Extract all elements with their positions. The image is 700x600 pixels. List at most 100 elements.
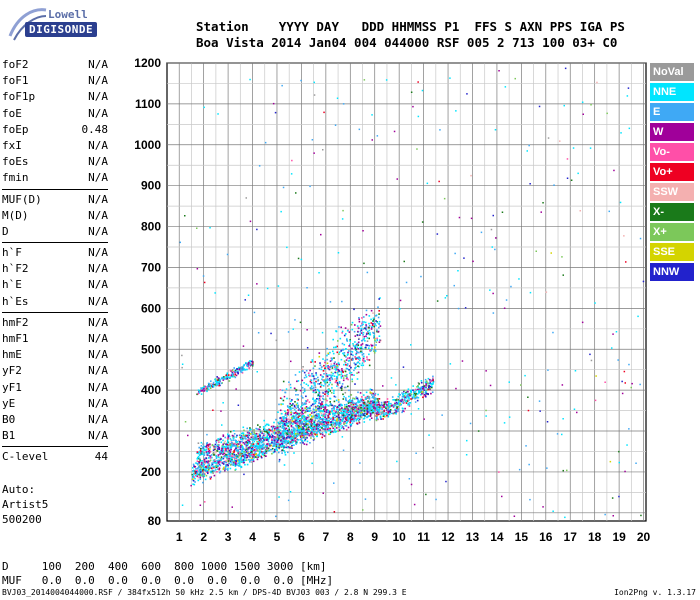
echo-point [410,390,412,392]
echo-point [274,433,276,435]
echo-point [393,404,396,406]
echo-point [432,375,434,378]
noise-point [371,139,373,141]
echo-point [366,407,369,409]
noise-point [206,433,208,436]
echo-point [313,424,316,426]
echo-point [360,350,362,353]
echo-point [338,381,341,383]
echo-point [271,441,273,444]
echo-point [432,382,434,384]
echo-point [230,446,233,448]
echo-point [317,394,320,396]
echo-point [341,330,344,333]
noise-point [375,341,378,343]
echo-point [431,385,433,387]
echo-point [277,439,279,441]
echo-point [266,429,268,431]
echo-point [285,427,288,430]
param-label: h`Es [2,294,29,308]
echo-point [335,412,337,414]
echo-point [314,417,317,420]
echo-point [355,344,358,346]
echo-point [306,416,308,419]
echo-point [198,473,201,476]
param-row: hmF1 N/A [2,331,108,347]
param-label: hmE [2,348,22,362]
echo-point [329,411,332,414]
echo-point [329,351,331,354]
echo-point [346,340,349,342]
echo-point [235,457,238,459]
echo-point [221,376,223,379]
echo-point [235,436,238,438]
echo-point [366,413,369,415]
param-label: hmF2 [2,315,29,329]
echo-point [201,451,204,453]
echo-point [312,439,315,441]
echo-point [252,443,255,445]
echo-point [321,423,323,425]
echo-point [239,442,242,444]
echo-point [296,404,298,407]
echo-point [273,425,275,428]
echo-point [263,419,265,422]
echo-point [314,402,317,405]
echo-point [290,422,293,424]
noise-point [256,228,258,231]
echo-point [403,389,406,392]
echo-point [302,442,304,444]
echo-point [357,326,360,329]
echo-point [361,362,364,364]
y-tick-label: 800 [141,220,161,234]
noise-point [445,480,447,483]
echo-point [368,347,370,349]
echo-point [363,417,366,419]
echo-point [317,408,319,411]
noise-point [594,302,596,304]
echo-point [224,449,226,452]
echo-point [258,447,261,449]
echo-point [351,416,353,418]
noise-point [285,388,288,390]
noise-point [230,374,232,376]
echo-point [357,408,360,411]
echo-point [260,437,263,440]
y-tick-label: 1100 [135,97,161,111]
echo-point [420,386,423,388]
echo-point [289,441,292,443]
echo-point [369,392,372,395]
echo-point [348,357,351,359]
echo-point [314,383,316,385]
echo-point [346,421,348,423]
echo-point [234,373,236,376]
echo-point [361,398,363,401]
echo-point [227,433,229,436]
echo-point [310,434,313,437]
echo-point [407,402,410,405]
echo-point [345,386,347,389]
echo-point [213,448,216,450]
echo-point [360,398,362,401]
echo-point [325,425,327,427]
echo-point [244,449,247,451]
echo-point [365,309,368,312]
echo-point [349,399,351,401]
echo-point [270,448,273,451]
echo-point [342,411,345,414]
echo-point [335,378,338,380]
echo-point [365,335,367,337]
echo-point [370,409,373,411]
echo-point [290,411,292,414]
echo-point [401,411,403,414]
echo-point [327,414,329,417]
echo-point [237,462,239,464]
echo-point [200,447,202,450]
echo-point [283,435,285,437]
echo-point [222,443,225,446]
echo-point [241,438,244,441]
echo-point [255,447,258,450]
echo-point [370,328,373,330]
noise-point [334,429,336,431]
echo-point [253,446,256,448]
